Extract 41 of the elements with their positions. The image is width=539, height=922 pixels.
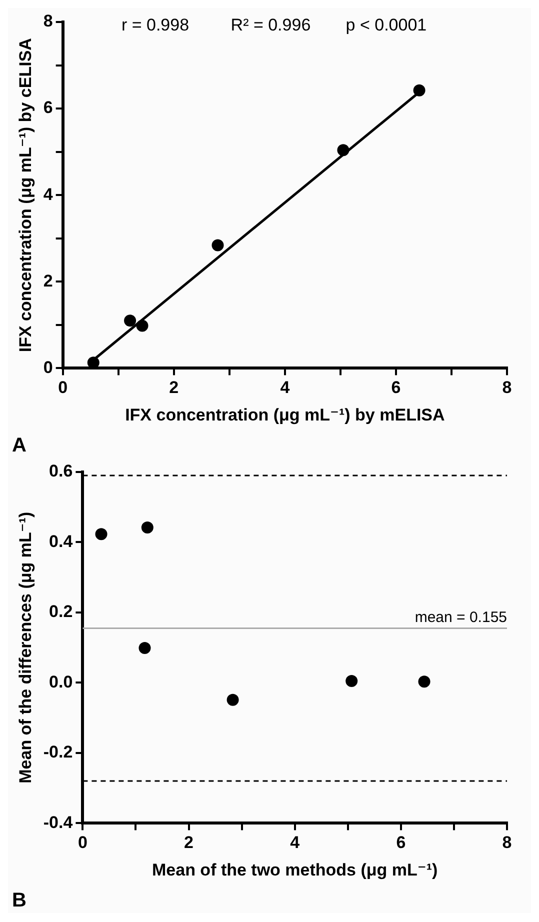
annotation: r = 0.998	[121, 16, 190, 35]
point	[418, 676, 430, 688]
point	[346, 674, 358, 687]
x-axis-title: Mean of the two methods (μg mL⁻¹)	[152, 860, 438, 880]
x-tick-label: 6	[391, 378, 401, 398]
text: A	[12, 434, 26, 457]
y-tick-label: 0.2	[49, 602, 73, 622]
y-tick-label: 0.4	[49, 532, 74, 551]
y-axis-title: Mean of the differences (μg mL⁻¹)	[16, 512, 35, 784]
annotation: R² = 0.996	[230, 16, 311, 35]
point	[95, 528, 108, 540]
point	[138, 642, 151, 654]
y-axis-title: IFX concentration (μg mL⁻¹) by cELISA	[16, 38, 35, 352]
x-tick-label: 8	[502, 833, 512, 852]
x-tick-label: 0	[78, 833, 88, 852]
y-tick-label: 0.0	[49, 672, 73, 692]
x-tick-label: 4	[290, 833, 300, 852]
y-tick-label: 6	[43, 98, 53, 118]
text: B	[12, 890, 26, 912]
x-tick-label: 2	[184, 833, 194, 852]
point	[226, 694, 239, 706]
point	[337, 144, 350, 156]
y-tick-label: -0.4	[43, 812, 74, 832]
x-tick-label: 8	[502, 378, 512, 398]
point	[212, 239, 224, 252]
point	[141, 521, 154, 534]
y-tick-label: 2	[43, 271, 53, 290]
y-tick-label: 8	[43, 12, 53, 31]
y-tick-label: -0.2	[43, 742, 73, 762]
x-tick-label: 2	[169, 378, 179, 398]
y-tick-label: 0.6	[49, 462, 73, 481]
point	[136, 320, 148, 332]
y-tick-label: 4	[43, 184, 54, 204]
ref-line-label: mean = 0.155	[414, 608, 507, 626]
x-tick-label: 4	[280, 378, 290, 398]
point	[124, 314, 136, 327]
annotation: p < 0.0001	[346, 16, 427, 35]
x-tick-label: 6	[396, 833, 406, 852]
x-axis-title: IFX concentration (μg mL⁻¹) by mELISA	[125, 405, 445, 424]
y-tick-label: 0	[43, 358, 53, 377]
point	[413, 84, 426, 96]
